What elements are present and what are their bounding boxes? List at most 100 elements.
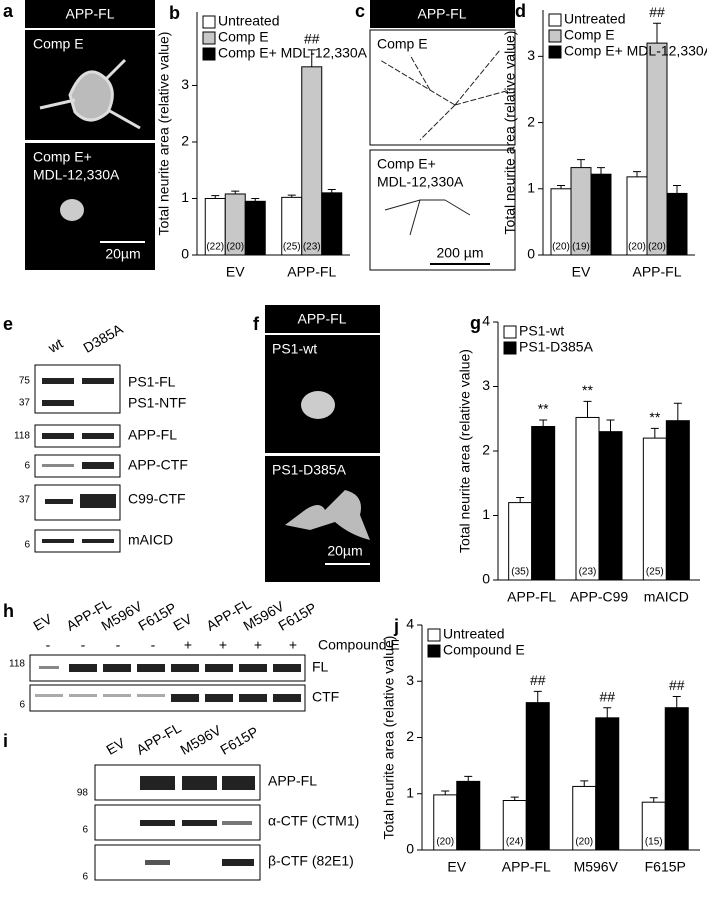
n-label: (23) bbox=[579, 567, 597, 578]
bar bbox=[525, 702, 550, 851]
error-bar bbox=[633, 171, 641, 177]
blot-band bbox=[171, 694, 199, 702]
panel-letter: e bbox=[3, 314, 13, 334]
legend-label: Untreated bbox=[564, 11, 625, 27]
y-tick-label: 3 bbox=[527, 47, 535, 63]
legend-swatch bbox=[427, 644, 441, 658]
x-tick-label: EV bbox=[226, 264, 245, 280]
legend-label: Comp E bbox=[218, 29, 269, 45]
significance: ** bbox=[649, 409, 660, 425]
mw-marker: 6 bbox=[82, 825, 88, 836]
image-label: Comp E+ bbox=[377, 156, 436, 172]
y-tick-label: 0 bbox=[181, 246, 189, 262]
x-tick-label: EV bbox=[572, 264, 591, 280]
y-axis-label: Total neurite area (relative value) bbox=[457, 349, 473, 553]
x-tick-label: M596V bbox=[574, 859, 619, 875]
legend-swatch bbox=[202, 15, 216, 29]
panel-letter: f bbox=[253, 314, 260, 334]
blot-band bbox=[69, 694, 97, 697]
image-label: Comp E bbox=[377, 36, 428, 52]
error-bar bbox=[583, 400, 592, 418]
neurite-tracing bbox=[379, 49, 511, 141]
band-label: CTF bbox=[312, 689, 339, 705]
n-label: (20) bbox=[575, 837, 593, 848]
micrograph bbox=[25, 143, 155, 270]
image-label: PS1-D385A bbox=[272, 462, 347, 478]
error-bar bbox=[606, 419, 615, 432]
x-tick-label: F615P bbox=[645, 859, 686, 875]
y-tick-label: 4 bbox=[482, 313, 490, 329]
blot-bands bbox=[140, 776, 255, 866]
blot-band bbox=[103, 694, 131, 697]
treatment-label: Compound E bbox=[318, 637, 400, 653]
treatment-sign: + bbox=[254, 637, 262, 653]
bar bbox=[646, 42, 668, 256]
band-label: APP-CTF bbox=[128, 457, 188, 473]
image-label: MDL-12,330A bbox=[33, 167, 120, 183]
cell bbox=[301, 391, 335, 419]
n-label: (20) bbox=[552, 242, 570, 253]
n-label: (27) bbox=[602, 567, 620, 578]
significance: ## bbox=[304, 31, 320, 47]
n-label: (23) bbox=[303, 242, 321, 253]
y-tick-label: 3 bbox=[181, 76, 189, 92]
x-tick-label: APP-FL bbox=[632, 264, 681, 280]
scale-label: 20µm bbox=[105, 246, 140, 262]
error-bar bbox=[464, 775, 473, 782]
blot-band bbox=[103, 664, 131, 672]
band-label: α-CTF (CTM1) bbox=[268, 813, 359, 829]
legend-label: Untreated bbox=[443, 626, 504, 642]
legend-label: Compound E bbox=[443, 642, 525, 658]
error-bar bbox=[510, 796, 519, 801]
blot-band bbox=[39, 666, 59, 669]
blot bbox=[94, 764, 261, 801]
legend-swatch bbox=[548, 45, 562, 59]
mw-marker: 6 bbox=[82, 872, 88, 883]
significance: ** bbox=[582, 382, 593, 398]
band-label: FL bbox=[312, 659, 329, 675]
n-label: (20) bbox=[436, 837, 454, 848]
header-box bbox=[370, 0, 515, 28]
y-tick-label: 1 bbox=[406, 784, 414, 800]
treatment-sign: - bbox=[81, 637, 86, 653]
bar bbox=[598, 431, 623, 581]
image-label: Comp E+ bbox=[33, 149, 92, 165]
n-label: (20) bbox=[226, 242, 244, 253]
header-box bbox=[265, 305, 380, 333]
n-label: (24) bbox=[669, 567, 687, 578]
y-tick-label: 0 bbox=[406, 841, 414, 857]
blot-band bbox=[171, 664, 199, 672]
blot-band bbox=[137, 664, 165, 672]
treatment-sign: + bbox=[184, 637, 192, 653]
lane-label: D385A bbox=[80, 320, 126, 356]
image-label: Comp E bbox=[33, 36, 84, 52]
legend-swatch bbox=[548, 13, 562, 27]
n-label: (24) bbox=[506, 837, 524, 848]
band-label: β-CTF (82E1) bbox=[268, 853, 354, 869]
band-label: APP-FL bbox=[128, 427, 177, 443]
significance: ** bbox=[538, 401, 549, 417]
significance: ## bbox=[649, 4, 665, 20]
band-label: PS1-NTF bbox=[128, 395, 186, 411]
legend-swatch bbox=[202, 31, 216, 45]
scale-label: 20µm bbox=[327, 543, 362, 559]
error-bar bbox=[580, 780, 589, 787]
scale-label: 200 µm bbox=[437, 245, 484, 261]
lane-label: APP-FL bbox=[133, 719, 184, 757]
significance: ## bbox=[669, 677, 685, 693]
legend-swatch bbox=[427, 628, 441, 642]
panel-header: APP-FL bbox=[417, 6, 466, 22]
error-bar bbox=[597, 167, 605, 175]
blot-band bbox=[137, 694, 165, 697]
y-tick-label: 0 bbox=[482, 571, 490, 587]
blot-band bbox=[205, 664, 233, 672]
legend-swatch bbox=[503, 341, 517, 355]
mw-marker: 37 bbox=[19, 398, 31, 409]
legend-label: PS1-wt bbox=[519, 323, 564, 339]
n-label: (17) bbox=[598, 837, 616, 848]
lane-label: M596V bbox=[177, 721, 224, 757]
bar bbox=[642, 437, 667, 581]
treatment-sign: + bbox=[219, 637, 227, 653]
x-tick-label: APP-FL bbox=[502, 859, 551, 875]
